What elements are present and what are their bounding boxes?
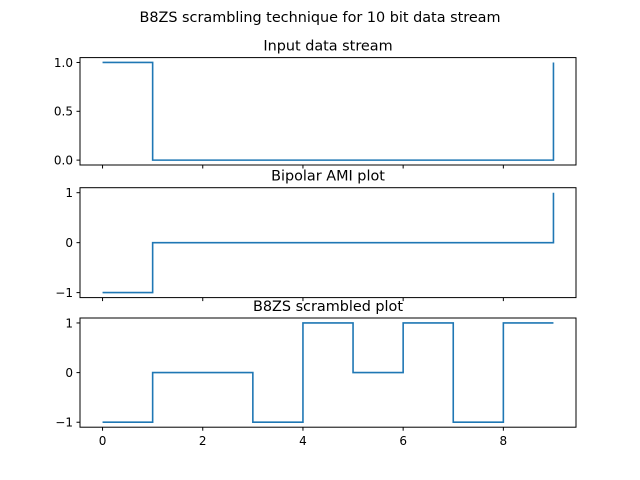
- ami-point-1: [151, 241, 153, 243]
- ami-point-2: [202, 241, 204, 243]
- b8zs-ytick-label-0: −1: [55, 416, 73, 430]
- ami-ytick-label-0: −1: [55, 286, 73, 300]
- input-point-5: [352, 159, 354, 161]
- input-point-6: [402, 159, 404, 161]
- ami-point-5: [352, 241, 354, 243]
- ami-ytick-label-2: 1: [65, 186, 73, 200]
- ami-point-6: [402, 241, 404, 243]
- ami-point-8: [502, 241, 504, 243]
- ami-point-7: [452, 241, 454, 243]
- ami-series-line: [102, 192, 555, 294]
- input-point-0: [101, 61, 103, 63]
- b8zs-point-0: [101, 421, 103, 423]
- b8zs-series-line: [102, 322, 554, 424]
- ami-point-4: [302, 241, 304, 243]
- b8zs-xtick-label-4: 4: [299, 434, 307, 448]
- b8zs-point-4: [302, 322, 304, 324]
- b8zs-subplot: B8ZS scrambled plot 0 2 4 6 8 −1 0 1: [55, 299, 577, 448]
- b8zs-point-5: [352, 371, 354, 373]
- input-ytick-label-2: 1.0: [54, 56, 73, 70]
- input-point-8: [502, 159, 504, 161]
- input-point-4: [302, 159, 304, 161]
- input-point-9: [552, 61, 554, 63]
- b8zs-ytick-label-1: 0: [65, 366, 73, 380]
- b8zs-title: B8ZS scrambled plot: [253, 299, 403, 315]
- b8zs-xtick-label-8: 8: [500, 434, 508, 448]
- input-ytick-label-1: 0.5: [54, 105, 73, 119]
- ami-point-9: [552, 191, 554, 193]
- input-subplot: Input data stream 0.0 0.5 1.0: [54, 39, 577, 169]
- b8zs-ytick-label-2: 1: [65, 316, 73, 330]
- figure-suptitle: B8ZS scrambling technique for 10 bit dat…: [139, 10, 500, 26]
- b8zs-point-2: [202, 371, 204, 373]
- b8zs-xtick-label-0: 0: [99, 434, 107, 448]
- b8zs-point-8: [502, 322, 504, 324]
- b8zs-point-9: [552, 322, 554, 324]
- input-point-3: [252, 159, 254, 161]
- input-point-2: [202, 159, 204, 161]
- ami-point-3: [252, 241, 254, 243]
- b8zs-point-1: [151, 371, 153, 373]
- b8zs-point-3: [252, 421, 254, 423]
- b8zs-point-6: [402, 322, 404, 324]
- input-title: Input data stream: [263, 39, 392, 55]
- b8zs-xtick-label-2: 2: [199, 434, 207, 448]
- ami-title: Bipolar AMI plot: [271, 169, 385, 185]
- b8zs-xtick-label-6: 6: [399, 434, 407, 448]
- input-point-1: [151, 159, 153, 161]
- ami-point-0: [101, 291, 103, 293]
- input-ytick-label-0: 0.0: [54, 153, 73, 167]
- ami-subplot: Bipolar AMI plot −1 0 1: [55, 169, 577, 302]
- input-point-7: [452, 159, 454, 161]
- b8zs-point-7: [452, 421, 454, 423]
- input-series-line: [102, 61, 555, 161]
- ami-ytick-label-1: 0: [65, 236, 73, 250]
- subplots-group: Input data stream 0.0 0.5 1.0 Bipolar AMI pl…: [54, 39, 577, 448]
